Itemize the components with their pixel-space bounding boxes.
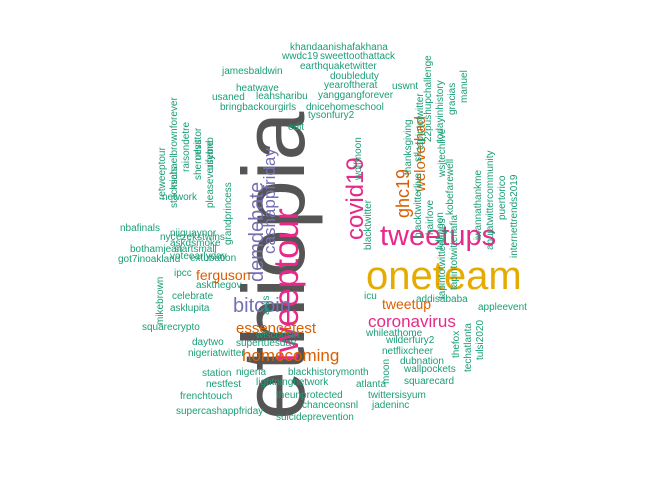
word: voteearlyday [170, 251, 227, 262]
word: sweettoothattack [320, 51, 396, 62]
word: yanggangforever [318, 90, 394, 101]
word: raisondetre [181, 121, 192, 172]
word: techatlanta [463, 323, 474, 372]
word: nigeria [236, 367, 267, 378]
word: askthegov [196, 280, 242, 291]
word: niiquaynor [170, 228, 217, 239]
word-tweetups: tweetups [380, 220, 497, 252]
word: leahsharibu [256, 91, 308, 102]
word: lightningnetwork [256, 377, 329, 388]
word: asklupita [170, 303, 210, 314]
word: doubleduty [330, 71, 379, 82]
word: theunprotected [276, 390, 343, 401]
word-tweetup: tweetup [382, 296, 432, 312]
word: ards [261, 295, 272, 315]
word: grandprincess [223, 182, 234, 245]
word: whileathome [366, 328, 423, 339]
word: tapintotwitter [415, 93, 426, 150]
word: heatwave [236, 83, 279, 94]
word: appleevent [478, 302, 527, 313]
word: suicideprevention [276, 412, 354, 423]
word: frenchtouch [180, 391, 233, 402]
word: supertuesday [236, 338, 297, 349]
word: icu [364, 291, 377, 302]
word: extubation [190, 253, 237, 264]
word: thanksgiving [403, 119, 414, 175]
word: uswnt [392, 81, 419, 92]
word: stl [413, 152, 424, 162]
word: gracias [447, 82, 458, 115]
word: sheruesit [193, 139, 204, 180]
word: tapintotwitterlafia [449, 214, 460, 290]
word: ezekstwins [176, 232, 225, 243]
word: chanceonsnl [302, 400, 359, 411]
word: wilderfury2 [386, 335, 435, 346]
word: jamesbaldwin [222, 66, 283, 77]
word: bringbackourgirls [220, 102, 297, 113]
word: network [162, 192, 198, 203]
word-ferguson: ferguson [196, 267, 251, 283]
word: wallpockets [404, 364, 456, 375]
word: station [202, 368, 232, 379]
word: pleaseverifyme [205, 140, 216, 208]
word: squarecard [404, 376, 455, 387]
word: usaned [212, 92, 245, 103]
word: blacktwitter [363, 199, 374, 250]
word: nigeriatwitter [188, 348, 245, 359]
word: khandaanishafakhana [290, 42, 388, 53]
word: wwdc19 [282, 51, 319, 62]
word: wolfmoon [353, 137, 364, 180]
word: addisababa [416, 294, 468, 305]
word-bitcoin: bitcoin [233, 295, 291, 317]
word: askdsmoke [170, 238, 221, 249]
word-cashappfriday: cashappfriday [260, 148, 279, 254]
word: dnicehomeschool [306, 102, 384, 113]
word-homecoming: homecoming [242, 346, 340, 365]
word: squarecrypto [142, 322, 200, 333]
word: kobefarewell [445, 158, 456, 215]
word-essencefest: essencefest [236, 320, 317, 337]
word: blackhistorymonth [288, 367, 369, 378]
word: earthquaketwitter [300, 61, 377, 72]
word: nestfest [206, 379, 242, 390]
word-ghc19: ghc19 [393, 168, 413, 218]
word: tysonfury2 [308, 110, 355, 121]
word: jadeninc [372, 400, 410, 411]
word: internettrends2019 [509, 174, 520, 258]
word: startsmall [174, 244, 217, 255]
word: wisconsin [256, 330, 300, 341]
word: tulsi2020 [475, 319, 486, 360]
word: puertorico [497, 175, 508, 220]
word: manuel [459, 70, 470, 103]
word: bothamjean [130, 244, 183, 255]
word: edit [288, 122, 305, 133]
word: netflixcheer [382, 346, 434, 357]
word-oneteam: oneteam [366, 254, 522, 298]
word: celebrate [172, 291, 214, 302]
word: abujatwittercommunity [485, 150, 496, 250]
word: dubnation [400, 356, 444, 367]
word: got7inoakland [118, 254, 181, 265]
word: hairlove [425, 199, 436, 235]
word: supercashappfriday [176, 406, 264, 417]
word: ipcc [174, 268, 192, 279]
word: mikebrown [155, 276, 166, 325]
word: nyc [160, 232, 176, 243]
word-coronavirus: coronavirus [368, 312, 456, 331]
word: iwannathankme [473, 169, 484, 240]
word: thefox [451, 330, 462, 358]
word: tapintotwitterlagos [437, 218, 448, 299]
word: atlanta [356, 379, 387, 390]
word: blacktwitterlive [413, 172, 424, 238]
word: twittersisyum [368, 390, 426, 401]
word: yearoftherat [324, 80, 378, 91]
word: nbafinals [120, 223, 161, 234]
word: daytwo [192, 337, 224, 348]
